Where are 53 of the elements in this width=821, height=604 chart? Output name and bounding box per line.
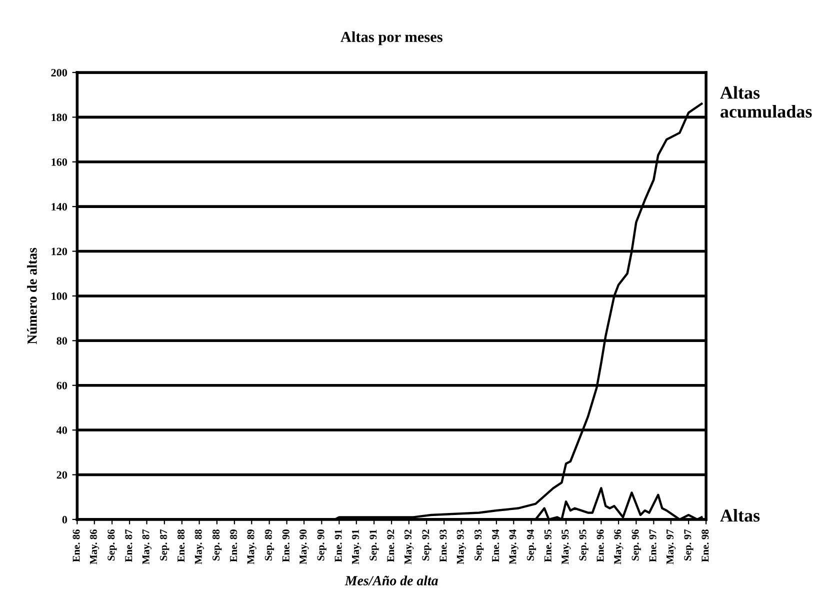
x-tick-label: Ene. 90 bbox=[282, 530, 290, 562]
x-tick-label: Sep. 91 bbox=[370, 530, 379, 560]
x-tick-label: Ene. 96 bbox=[596, 529, 604, 562]
x-tick-label: Sep. 90 bbox=[317, 530, 326, 560]
x-tick-label: May. 89 bbox=[247, 530, 256, 564]
x-tick-label: May. 90 bbox=[300, 530, 309, 564]
x-tick-label: Sep. 96 bbox=[632, 529, 641, 560]
x-tick-label: Ene. 97 bbox=[649, 529, 656, 562]
y-tick-label: 40 bbox=[56, 426, 68, 434]
x-tick-label: Sep. 95 bbox=[579, 530, 588, 560]
chart-title: Altas por meses bbox=[340, 31, 442, 46]
x-tick-label: Ene. 95 bbox=[544, 530, 552, 562]
y-tick-label: 20 bbox=[56, 471, 68, 479]
y-axis-title: Número de altas bbox=[27, 248, 37, 344]
x-tick-label: May. 92 bbox=[404, 530, 414, 564]
x-tick-label: Sep. 89 bbox=[264, 530, 274, 560]
x-tick-label: Sep. 94 bbox=[526, 529, 536, 560]
x-tick-label: Ene. 92 bbox=[387, 530, 394, 562]
y-tick-label: 140 bbox=[52, 203, 68, 211]
x-tick-label: Ene. 89 bbox=[230, 530, 238, 562]
x-tick-label: May. 96 bbox=[614, 529, 624, 564]
x-tick-label: Ene. 87 bbox=[125, 529, 132, 562]
x-tick-label: May. 94 bbox=[509, 529, 518, 564]
series-label: Altas acumuladas bbox=[720, 86, 812, 118]
x-tick-label: Ene. 94 bbox=[492, 529, 500, 562]
x-tick-label: Ene. 86 bbox=[72, 529, 80, 562]
x-tick-label: Sep. 87 bbox=[160, 529, 170, 560]
x-tick-label: May. 88 bbox=[194, 530, 204, 564]
x-tick-label: Sep. 92 bbox=[422, 530, 432, 560]
y-tick-label: 100 bbox=[52, 292, 68, 300]
x-tick-label: May. 86 bbox=[90, 529, 100, 564]
y-tick-label: 60 bbox=[56, 382, 68, 390]
x-tick-label: Sep. 93 bbox=[474, 530, 484, 560]
x-tick-label: Ene. 88 bbox=[177, 530, 185, 562]
series-label: Altas bbox=[720, 509, 760, 522]
y-tick-label: 0 bbox=[62, 516, 68, 524]
x-tick-label: May. 95 bbox=[562, 530, 571, 564]
x-tick-label: Sep. 97 bbox=[684, 529, 694, 560]
y-tick-label: 80 bbox=[56, 337, 68, 345]
x-tick-label: May. 87 bbox=[142, 529, 152, 564]
x-tick-label: Ene. 91 bbox=[334, 530, 342, 562]
x-tick-label: Ene. 98 bbox=[702, 530, 709, 562]
y-tick-label: 120 bbox=[52, 248, 68, 256]
x-tick-label: May. 91 bbox=[352, 530, 362, 564]
y-tick-label: 200 bbox=[51, 68, 68, 76]
x-tick-label: Ene. 93 bbox=[440, 530, 447, 562]
x-tick-label: Sep. 88 bbox=[212, 530, 222, 560]
x-tick-label: May. 97 bbox=[666, 529, 676, 564]
y-tick-label: 160 bbox=[52, 158, 68, 166]
x-tick-label: May. 93 bbox=[456, 530, 466, 564]
x-axis-title: Mes/Año de alta bbox=[344, 576, 438, 586]
y-tick-label: 180 bbox=[52, 114, 68, 122]
x-tick-label: Sep. 86 bbox=[108, 529, 117, 560]
